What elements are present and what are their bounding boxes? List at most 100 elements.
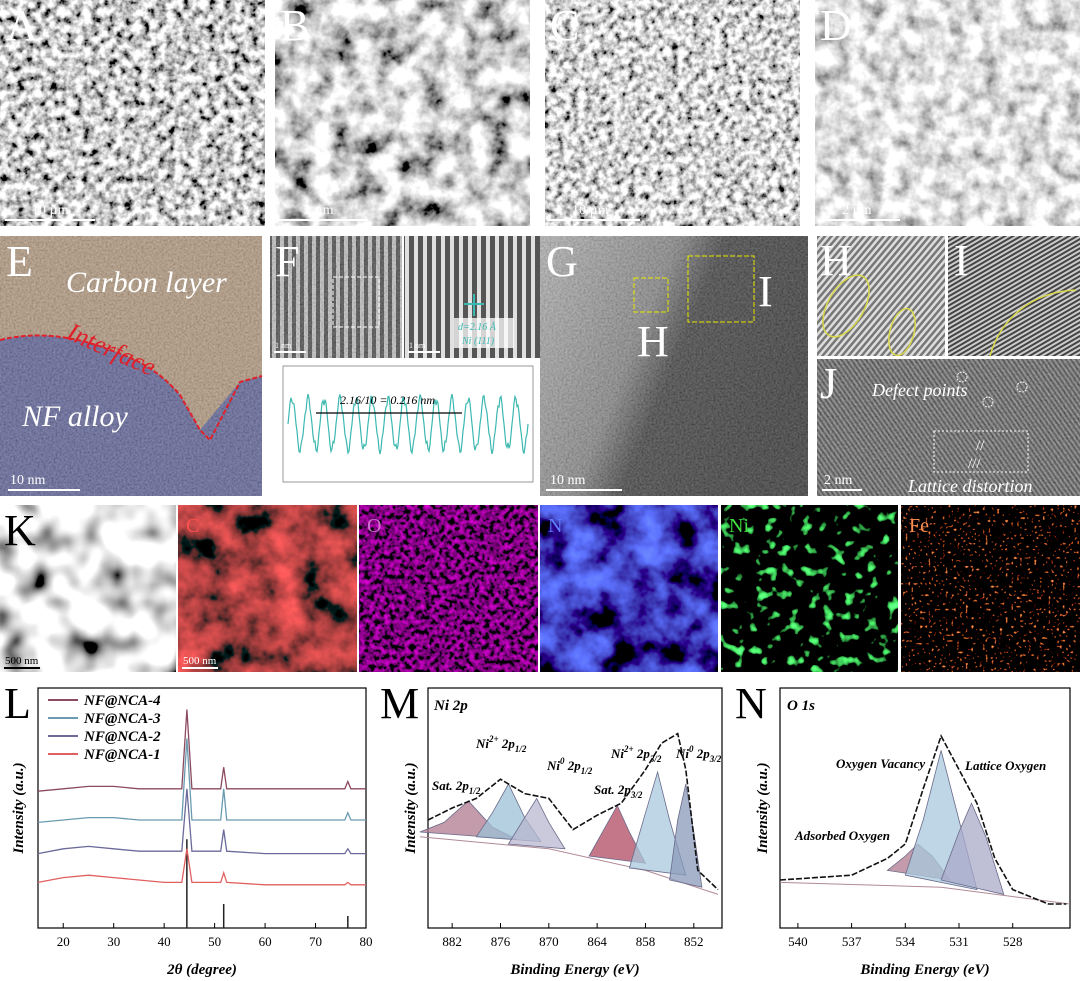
defect-marker [956, 371, 968, 383]
x-tick-label: 531 [949, 934, 969, 949]
chart-title: O 1s [787, 698, 815, 714]
label-part: 1/2 [469, 786, 481, 796]
panel-hij: // /// H I J Defect points Lattice disto… [817, 236, 1080, 496]
series-line [37, 788, 366, 855]
x-tick-label: 858 [636, 934, 656, 949]
label-part: 2p [499, 736, 516, 751]
defect-marker [982, 396, 994, 408]
x-axis-title: Binding Energy (eV) [509, 962, 639, 978]
plot-frame [427, 687, 723, 929]
scale-text: 1 nm [409, 341, 426, 350]
scale-text: 2 µm [842, 203, 872, 218]
panel-g: G H I 10 nm [540, 236, 808, 496]
label-part: Ni [675, 746, 689, 761]
mapping-row: K 500 nm C 500 nm O N Ni Fe [0, 505, 1080, 672]
label-part: 2p [565, 758, 582, 773]
x-tick-label: 882 [442, 934, 462, 949]
selection-box [687, 255, 755, 323]
x-tick-label: 50 [208, 934, 221, 949]
map-image [901, 505, 1080, 672]
map-image [540, 505, 718, 672]
label-part: 1/2 [515, 744, 527, 754]
x-tick-label: 70 [309, 934, 322, 949]
x-tick-label: 60 [259, 934, 272, 949]
annotation: Carbon layer [66, 266, 227, 299]
label-part: 3/2 [649, 754, 662, 764]
sem-image [275, 0, 530, 226]
legend-label: NF@NCA-3 [83, 711, 161, 727]
panel-label: I [954, 236, 969, 285]
peak-label: Sat. 2p3/2 [594, 782, 643, 800]
panel-e: E Carbon layer Interface NF alloy 10 nm [0, 236, 263, 496]
selection-box [933, 430, 1029, 473]
label-part: 2p [634, 746, 651, 761]
label-part: Sat. 2p [432, 778, 469, 793]
label-part: 3/2 [709, 754, 722, 764]
peak-label: Ni2+ 2p3/2 [610, 744, 662, 764]
scale-text: 10 µm [572, 203, 609, 218]
envelope-line [779, 733, 1067, 905]
panel-label: F [275, 237, 299, 286]
x-axis-title: Binding Energy (eV) [859, 962, 989, 978]
x-tick-label: 540 [788, 934, 808, 949]
texture [0, 236, 262, 496]
label-part: Sat. 2p [594, 782, 631, 797]
texture [270, 236, 402, 358]
element-label: Fe [909, 515, 929, 537]
peak-label: Adsorbed Oxygen [794, 828, 890, 843]
fft-image [948, 236, 1080, 356]
scale-text: 1 nm [275, 341, 292, 350]
peak-label: Oxygen Vacancy [836, 756, 925, 771]
x-axis-title: 2θ (degree) [166, 962, 237, 978]
label-box [454, 318, 514, 348]
scale-text: 500 nm [5, 655, 39, 667]
scale-text: 2 nm [824, 473, 853, 488]
line-profile [287, 393, 529, 455]
peak-label: Lattice Oxygen [964, 758, 1046, 773]
fit-component [507, 797, 566, 850]
panel-label: K [4, 506, 36, 555]
label-part: Ni [546, 758, 560, 773]
element-label: Ni [729, 515, 749, 537]
highlight [989, 289, 1077, 357]
label-part: Lattice Oxygen [964, 758, 1046, 773]
interface-line [0, 334, 263, 442]
label-part: Oxygen Vacancy [836, 756, 925, 771]
x-tick-label: 30 [107, 934, 120, 949]
marker: // [976, 438, 985, 454]
label-part: Adsorbed Oxygen [794, 828, 890, 843]
label-part: Ni [475, 736, 489, 751]
peak-label: Ni0 2p1/2 [546, 756, 593, 776]
label-part: 0 [689, 744, 694, 754]
box-label: H [637, 317, 669, 366]
scale-text: 500 nm [183, 655, 217, 667]
annotation: Defect points [871, 380, 967, 400]
sem-image [815, 0, 1080, 226]
legend-label: NF@NCA-1 [83, 747, 161, 763]
y-axis-title: Intensity (a.u.) [403, 762, 419, 854]
map-image [721, 505, 898, 672]
x-tick-label: 20 [57, 934, 70, 949]
plot-frame [779, 687, 1071, 929]
chart-title: Ni 2p [433, 698, 468, 714]
sem-row: A B C D 10 µm 2 µm 10 µm 2 µm [0, 0, 1080, 226]
label-part: 3/2 [630, 790, 643, 800]
x-tick-label: 870 [539, 934, 559, 949]
label-part: 2+ [623, 744, 634, 754]
plot-frame [37, 687, 367, 929]
panel-label: L [4, 679, 31, 728]
background-line [779, 881, 1071, 905]
box-label: I [758, 267, 773, 316]
element-label: O [367, 515, 381, 537]
scale-text: 10 nm [10, 473, 46, 488]
scale-text: 2 µm [304, 203, 334, 218]
highlight [822, 274, 870, 338]
panel-label: M [380, 679, 419, 728]
panel-label: G [546, 237, 578, 286]
tem-image [0, 505, 176, 672]
panel-label: D [820, 1, 852, 50]
panel-label: C [550, 1, 579, 50]
y-axis-title: Intensity (a.u.) [11, 762, 27, 854]
panel-label: B [280, 1, 309, 50]
